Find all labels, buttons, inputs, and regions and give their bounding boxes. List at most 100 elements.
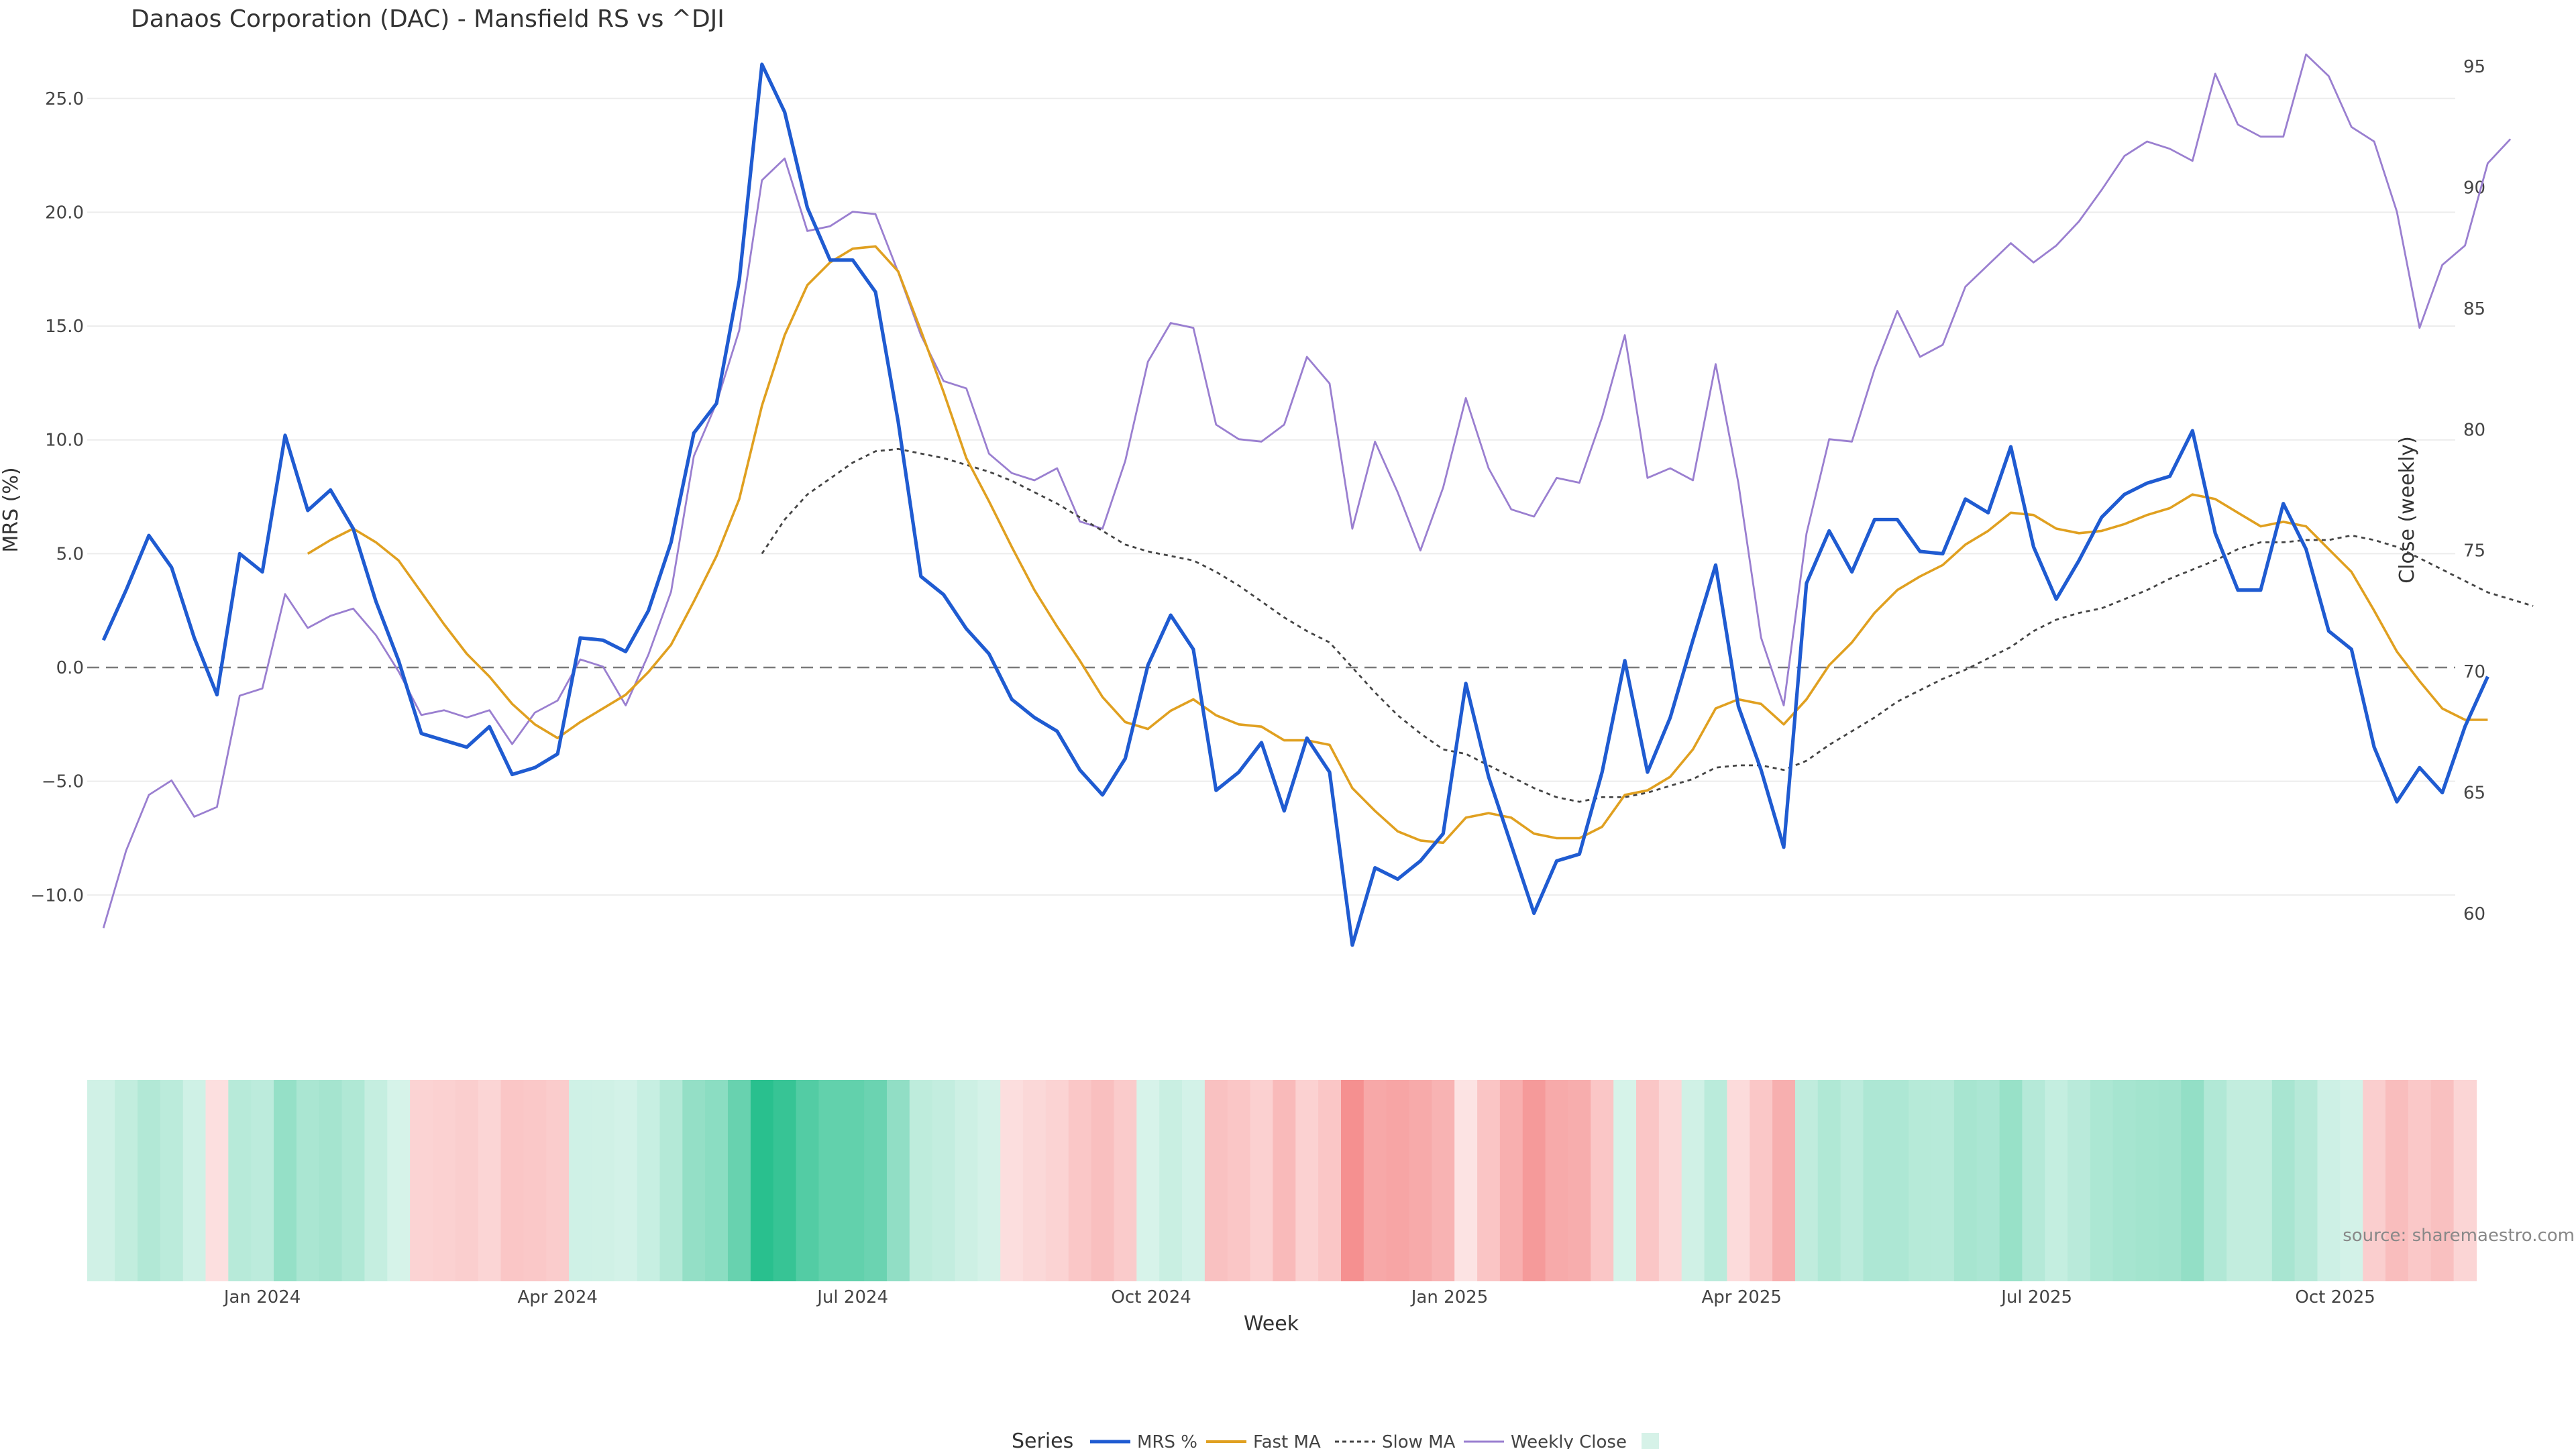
heatmap-cell xyxy=(864,1080,888,1281)
heatmap-cell xyxy=(2294,1080,2318,1281)
left-tick-label: 5.0 xyxy=(56,544,84,564)
heatmap-cell xyxy=(1840,1080,1864,1281)
heatmap-cell xyxy=(818,1080,842,1281)
left-tick-label: 10.0 xyxy=(45,431,84,451)
heatmap-cell xyxy=(1750,1080,1773,1281)
series-layer xyxy=(101,53,2534,947)
heatmap-cell xyxy=(1273,1080,1296,1281)
heatmap-cell xyxy=(1931,1080,1955,1281)
heatmap-cell xyxy=(2430,1080,2455,1281)
x-tick-label: Oct 2024 xyxy=(1111,1287,1191,1307)
legend-title: Series xyxy=(1012,1430,1073,1449)
left-tick-label: −5.0 xyxy=(42,772,84,792)
heatmap-cell xyxy=(2317,1080,2341,1281)
heatmap-cell xyxy=(2408,1080,2432,1281)
heatmap-cell xyxy=(1863,1080,1886,1281)
heatmap-cell xyxy=(637,1080,660,1281)
heatmap-cell xyxy=(1772,1080,1796,1281)
heatmap-cell xyxy=(2204,1080,2227,1281)
heatmap-cell xyxy=(1227,1080,1251,1281)
right-tick-label: 80 xyxy=(2463,420,2485,440)
heatmap-cell xyxy=(182,1080,207,1281)
heatmap-cell xyxy=(2249,1080,2273,1281)
heatmap-cell xyxy=(1886,1080,1909,1281)
x-tick-label: Jul 2024 xyxy=(816,1287,888,1307)
mrs-heatmap-strip xyxy=(87,1080,2477,1281)
x-tick-label: Jul 2025 xyxy=(2000,1287,2072,1307)
heatmap-cell xyxy=(1999,1080,2023,1281)
series-line-slow-ma xyxy=(761,447,2534,803)
x-axis-ticks: Jan 2024 Apr 2024 Jul 2024 Oct 2024 Jan 2025… xyxy=(223,1287,2375,1307)
heatmap-cell xyxy=(955,1080,978,1281)
heatmap-cell xyxy=(1045,1080,1069,1281)
heatmap-cell xyxy=(1409,1080,1432,1281)
heatmap-cell xyxy=(1295,1080,1319,1281)
legend-entry-weekly-close: Weekly Close xyxy=(1511,1432,1627,1449)
heatmap-cell xyxy=(2022,1080,2045,1281)
heatmap-cell xyxy=(296,1080,320,1281)
heatmap-cell xyxy=(1522,1080,1546,1281)
legend-entry-fast-ma: Fast MA xyxy=(1253,1432,1321,1449)
heatmap-cell xyxy=(796,1080,819,1281)
heatmap-cell xyxy=(1613,1080,1637,1281)
right-tick-label: 70 xyxy=(2463,662,2485,682)
x-tick-label: Jan 2025 xyxy=(1410,1287,1489,1307)
right-tick-label: 95 xyxy=(2463,57,2485,77)
heatmap-cell xyxy=(728,1080,751,1281)
heatmap-cell xyxy=(341,1080,365,1281)
heatmap-cell xyxy=(2226,1080,2250,1281)
heatmap-cell xyxy=(1817,1080,1841,1281)
left-tick-label: 15.0 xyxy=(45,317,84,337)
heatmap-cell xyxy=(1318,1080,1342,1281)
heatmap-cell xyxy=(433,1080,456,1281)
x-tick-label: Apr 2024 xyxy=(517,1287,597,1307)
heatmap-cell xyxy=(773,1080,797,1281)
heatmap-cell xyxy=(1182,1080,1205,1281)
heatmap-cell xyxy=(2045,1080,2068,1281)
heatmap-cell xyxy=(909,1080,933,1281)
left-tick-label: −10.0 xyxy=(30,885,84,906)
series-line-fast-ma xyxy=(307,245,2488,845)
heatmap-cell xyxy=(319,1080,343,1281)
series-line-mrs xyxy=(101,62,2489,947)
heatmap-cell xyxy=(1953,1080,1978,1281)
heatmap-cell xyxy=(614,1080,638,1281)
heatmap-cell xyxy=(2068,1080,2091,1281)
heatmap-cell xyxy=(1363,1080,1387,1281)
heatmap-cell xyxy=(523,1080,547,1281)
heatmap-cell xyxy=(205,1080,229,1281)
heatmap-cell xyxy=(1681,1080,1705,1281)
heatmap-cell xyxy=(1499,1080,1523,1281)
heatmap-cell xyxy=(546,1080,570,1281)
legend: Series MRS % Fast MA Slow MA Weekly Clos… xyxy=(1012,1430,1659,1449)
heatmap-cell xyxy=(2271,1080,2296,1281)
grid xyxy=(87,97,2455,896)
heatmap-cell xyxy=(115,1080,138,1281)
heatmap-cell xyxy=(87,1080,115,1281)
heatmap-cell xyxy=(1704,1080,1727,1281)
heatmap-cell xyxy=(1023,1080,1046,1281)
series-line-weekly-close xyxy=(102,53,2512,928)
left-axis-ticks: 25.0 20.0 15.0 10.0 5.0 0.0 −5.0 −10.0 xyxy=(30,89,84,906)
heatmap-cell xyxy=(1204,1080,1228,1281)
heatmap-cell xyxy=(569,1080,592,1281)
heatmap-cell xyxy=(2340,1080,2363,1281)
heatmap-cell xyxy=(478,1080,502,1281)
heatmap-cell xyxy=(1432,1080,1455,1281)
heatmap-cell xyxy=(977,1080,1001,1281)
left-tick-label: 20.0 xyxy=(45,203,84,223)
heatmap-cell xyxy=(2453,1080,2477,1281)
legend-entry-slow-ma: Slow MA xyxy=(1382,1432,1456,1449)
heatmap-cell xyxy=(1976,1080,2000,1281)
heatmap-cell xyxy=(138,1080,161,1281)
heatmap-cell xyxy=(364,1080,388,1281)
right-tick-label: 65 xyxy=(2463,783,2485,803)
heatmap-cell xyxy=(2090,1080,2114,1281)
heatmap-cell xyxy=(750,1080,774,1281)
heatmap-cell xyxy=(228,1080,252,1281)
heatmap-cell xyxy=(1000,1080,1024,1281)
chart-title: Danaos Corporation (DAC) - Mansfield RS … xyxy=(131,5,724,33)
heatmap-cell xyxy=(160,1080,184,1281)
heatmap-cell xyxy=(2385,1080,2409,1281)
